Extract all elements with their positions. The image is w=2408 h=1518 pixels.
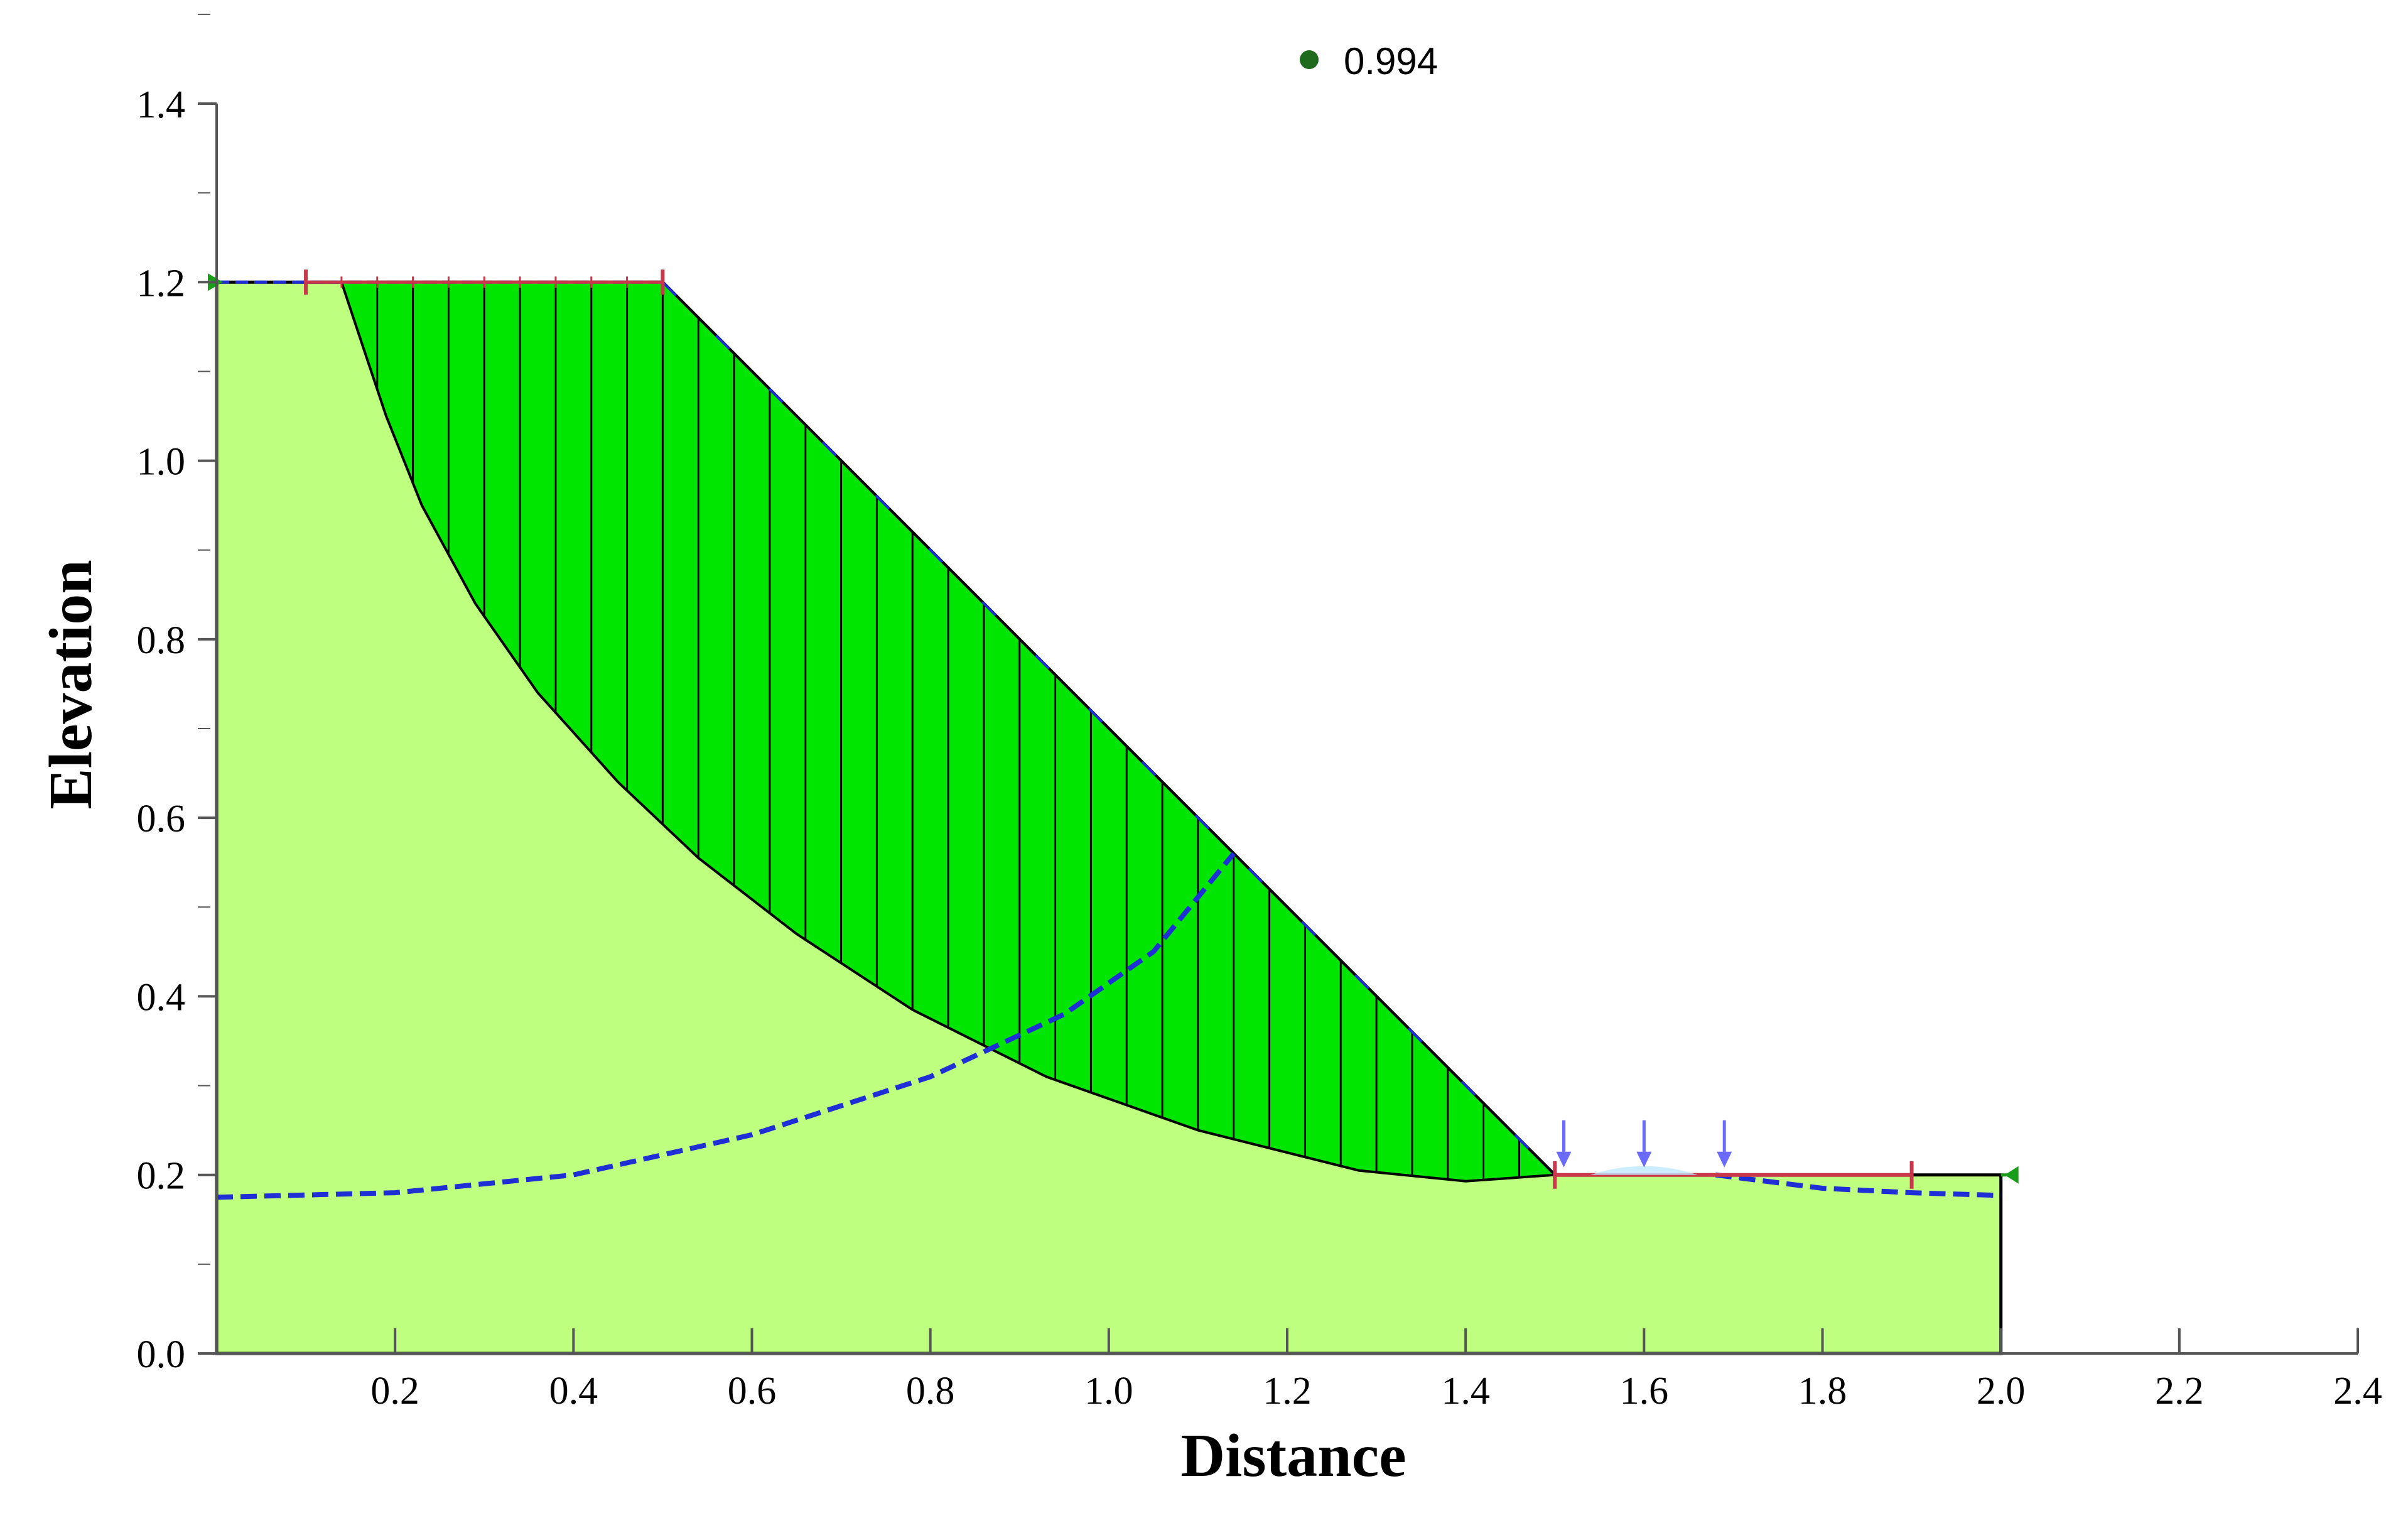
x-tick-label: 2.4 [2333, 1370, 2382, 1412]
y-tick-label: 1.2 [137, 262, 186, 305]
x-tick-label: 0.4 [549, 1370, 598, 1412]
y-tick-label: 0.4 [137, 976, 186, 1019]
factor-of-safety-value: 0.994 [1344, 40, 1438, 82]
x-tick-label: 0.2 [370, 1370, 419, 1412]
water-table [216, 852, 1236, 1200]
x-tick-label: 1.4 [1441, 1370, 1490, 1412]
x-tick-label: 1.8 [1798, 1370, 1847, 1412]
x-tick-label: 2.2 [2155, 1370, 2204, 1412]
x-tick-label: 1.6 [1620, 1370, 1669, 1412]
axes: 0.2 0.4 0.6 0.8 1.0 1.2 1.4 1.6 1.8 2.0 2.2 2.4 0.0 0… [137, 13, 2382, 1412]
y-tick-label: 0.8 [137, 619, 186, 662]
surcharge-arrow-head [1636, 1151, 1652, 1168]
x-tick-label: 1.2 [1263, 1370, 1312, 1412]
x-tick-label: 2.0 [1977, 1370, 2026, 1412]
right-boundary-marker [2004, 1166, 2019, 1184]
y-tick-label: 0.2 [137, 1155, 186, 1198]
surcharge-arrow-head [1717, 1151, 1732, 1168]
ponded-water [1590, 1166, 1698, 1175]
x-tick-label: 0.6 [728, 1370, 777, 1412]
y-tick-label: 1.4 [137, 84, 186, 126]
water-table-right [1715, 1172, 2001, 1198]
y-tick-label: 1.0 [137, 441, 186, 484]
x-tick-label: 0.8 [906, 1370, 955, 1412]
x-tick-label: 1.0 [1084, 1370, 1133, 1412]
y-tick-label: 0.6 [137, 798, 186, 840]
y-axis-title: Elevation [37, 560, 105, 809]
factor-of-safety-marker [1300, 50, 1319, 69]
y-tick-label: 0.0 [137, 1333, 186, 1376]
surcharge-arrow-head [1556, 1151, 1572, 1168]
factor-of-safety-label: 0.994 [1300, 40, 1438, 82]
x-axis-title: Distance [1180, 1422, 1406, 1490]
plot-area [208, 269, 2019, 1355]
